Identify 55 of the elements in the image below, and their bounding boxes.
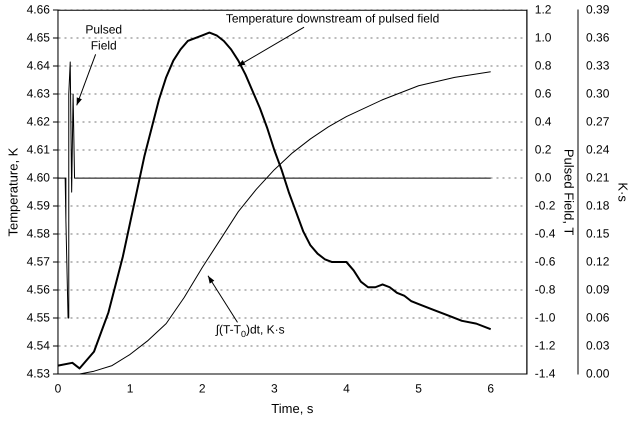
x-tick-label: 2 [198,382,206,396]
x-tick-label: 4 [343,382,350,396]
y3-axis-title: K·s [616,182,631,202]
y2-tick-label: -0.8 [534,282,556,296]
y2-tick-label: 1.0 [534,30,552,44]
y3-tick-label: 0.27 [586,114,610,128]
y3-tick-label: 0.06 [586,310,610,324]
y-tick-label: 4.56 [26,282,50,296]
y-tick-label: 4.65 [26,30,50,44]
y3-tick-label: 0.36 [586,30,610,44]
y3-tick-label: 0.00 [586,366,610,380]
y-tick-label: 4.57 [26,254,50,268]
y2-tick-label: 0.0 [534,170,552,184]
y-tick-label: 4.55 [26,310,50,324]
y2-tick-label: -1.4 [534,366,556,380]
y2-tick-label: -1.2 [534,338,556,352]
y-axis-title: Temperature, K [5,147,20,237]
y-tick-label: 4.64 [26,58,50,72]
y-tick-label: 4.54 [26,338,50,352]
y3-tick-label: 0.03 [586,338,610,352]
y2-tick-label: 0.6 [534,86,552,100]
y2-tick-label: 1.2 [534,2,552,17]
x-tick-label: 1 [126,382,134,396]
y2-tick-label: 0.2 [534,142,552,156]
x-tick-label: 5 [415,382,422,396]
y3-tick-label: 0.39 [586,2,610,17]
x-tick-label: 3 [270,382,278,396]
y3-tick-label: 0.21 [586,170,610,184]
annotation: Pulsed Field [85,22,122,53]
y2-tick-label: 0.4 [534,114,552,128]
y2-tick-label: -1.0 [534,310,556,324]
y3-tick-label: 0.12 [586,254,610,268]
y2-tick-label: -0.4 [534,226,556,240]
y3-tick-label: 0.09 [586,282,610,296]
y3-tick-label: 0.30 [586,86,610,100]
y-tick-label: 4.62 [26,114,50,128]
y-tick-label: 4.61 [26,142,50,156]
y3-tick-label: 0.24 [586,142,610,156]
y-tick-label: 4.59 [26,198,50,212]
y-tick-label: 4.66 [26,2,50,17]
y-tick-label: 4.58 [26,226,50,240]
y-tick-label: 4.53 [26,366,50,380]
y3-tick-label: 0.33 [586,58,610,72]
annotation: Temperature downstream of pulsed field [226,11,440,26]
y-tick-label: 4.60 [26,170,50,184]
y2-axis-title: Pulsed Field, T [562,148,577,236]
x-tick-label: 0 [54,382,62,396]
y3-tick-label: 0.15 [586,226,610,240]
x-axis-title: Time, s [271,400,314,416]
x-tick-label: 6 [487,382,494,396]
y-tick-label: 4.63 [26,86,50,100]
y2-tick-label: -0.2 [534,198,556,212]
y2-tick-label: 0.8 [534,58,552,72]
y2-tick-label: -0.6 [534,254,556,268]
y3-tick-label: 0.18 [586,198,610,212]
